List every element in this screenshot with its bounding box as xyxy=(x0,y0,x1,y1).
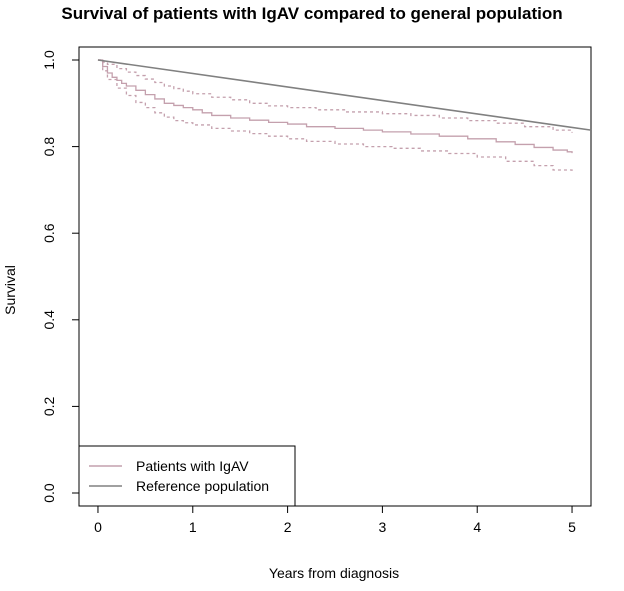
series-line-patients-with-igav xyxy=(97,59,573,154)
y-axis-label: Survival xyxy=(2,265,18,315)
y-tick-label: 0.6 xyxy=(41,223,57,243)
x-tick-label: 5 xyxy=(568,519,576,535)
legend-box xyxy=(78,445,296,507)
y-tick-label: 0.4 xyxy=(41,310,57,330)
legend-label: Patients with IgAV xyxy=(136,458,249,474)
plot-frame xyxy=(78,46,592,507)
series-line-upper-ci xyxy=(97,59,573,133)
series-layer xyxy=(97,59,592,174)
x-tick-label: 0 xyxy=(94,519,102,535)
legend: Patients with IgAV Reference population xyxy=(78,445,296,507)
y-tick-label: 1.0 xyxy=(41,50,57,70)
x-tick-label: 4 xyxy=(473,519,481,535)
x-axis-label: Years from diagnosis xyxy=(269,565,399,581)
chart-title: Survival of patients with IgAV compared … xyxy=(61,4,563,23)
x-tick-label: 2 xyxy=(284,519,292,535)
x-tick-label: 1 xyxy=(189,519,197,535)
axes: 0 1 2 3 4 5 0.0 0.2 0.4 0.6 0.8 1.0 xyxy=(41,46,592,535)
y-tick-label: 0.2 xyxy=(41,396,57,416)
legend-label: Reference population xyxy=(136,478,269,494)
series-line-lower-ci xyxy=(97,59,573,174)
y-tick-label: 0.0 xyxy=(41,483,57,503)
series-line-reference-population xyxy=(97,59,592,131)
y-tick-label: 0.8 xyxy=(41,137,57,157)
x-tick-label: 3 xyxy=(379,519,387,535)
